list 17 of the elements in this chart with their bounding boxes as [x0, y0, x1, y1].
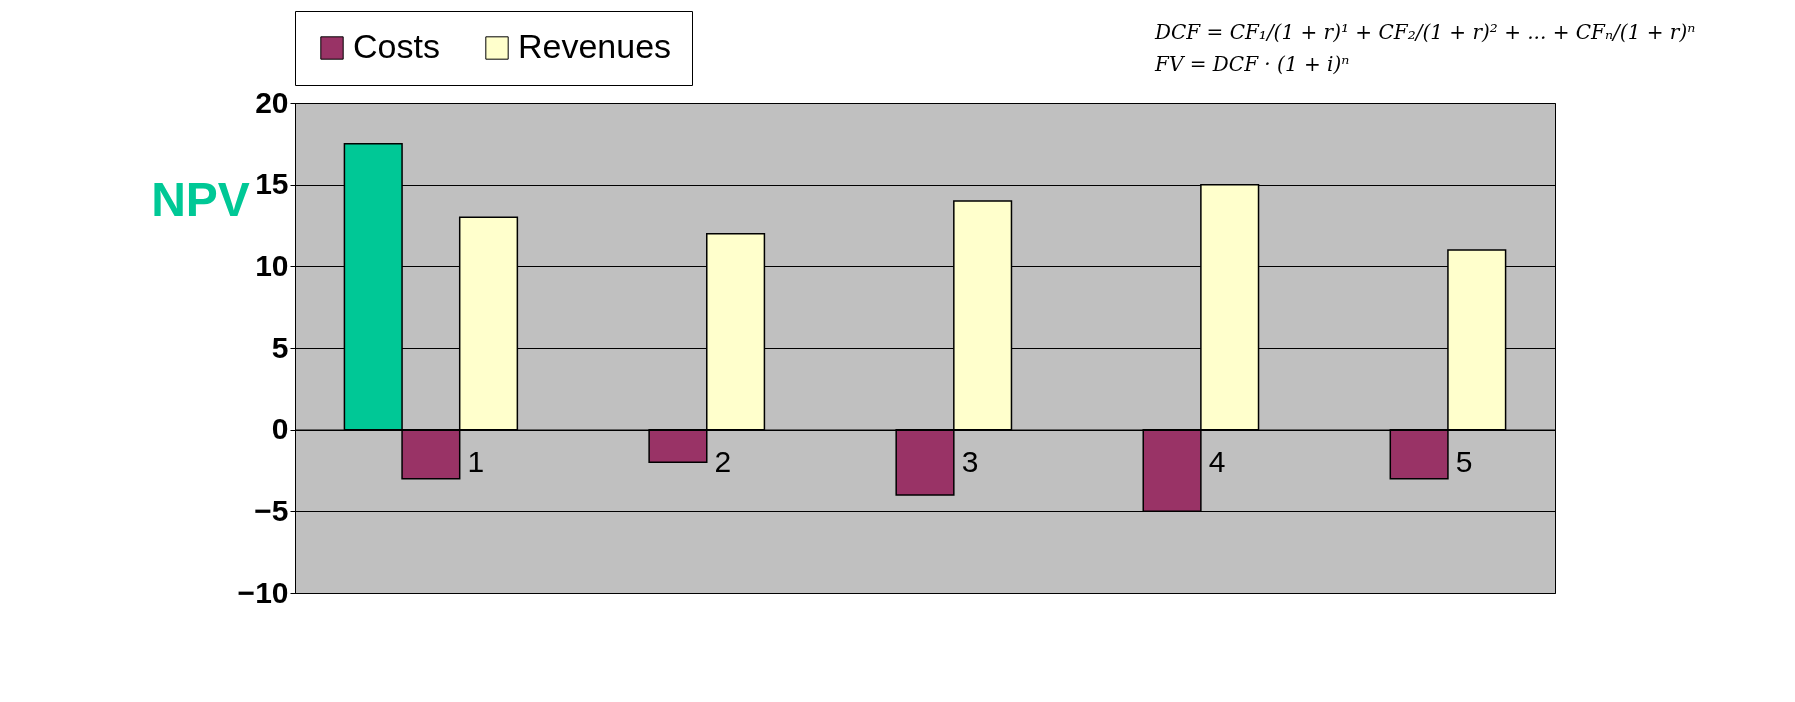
text: DCF = CF₁/(1 + r)¹ + CF₂/(1 + r)² + ... + CFₙ/(1 + r)ⁿ — [1154, 20, 1696, 44]
x-tick-label: 1 — [467, 445, 485, 479]
x-tick-label: 3 — [961, 445, 979, 479]
text: FV = DCF · (1 + i)ⁿ — [1154, 52, 1350, 76]
y-axis-title: NPV — [151, 173, 250, 226]
x-tick-label: 4 — [1208, 445, 1226, 479]
legend-label: Revenues — [518, 27, 672, 65]
x-tick-label: 5 — [1455, 445, 1473, 479]
x-tick-label: 2 — [714, 445, 732, 479]
y-tick-label: 15 — [255, 167, 289, 201]
legend-label: Costs — [353, 27, 440, 65]
y-tick-label: −10 — [237, 575, 289, 609]
y-tick-label: 0 — [271, 412, 289, 446]
y-tick-label: 5 — [271, 330, 289, 364]
y-tick-label: −5 — [254, 493, 289, 527]
y-tick-label: 10 — [255, 248, 289, 282]
y-tick-label: 20 — [255, 85, 289, 119]
